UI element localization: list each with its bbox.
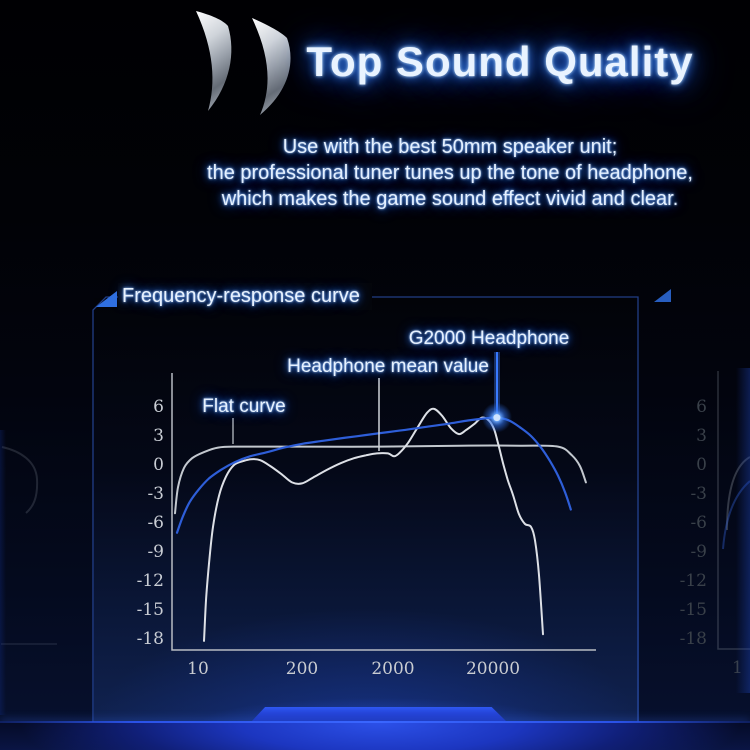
y-axis-tick-left: 6 xyxy=(153,397,164,417)
x-axis-tick: 2000 xyxy=(371,659,415,679)
y-axis-tick-right-dim: -6 xyxy=(690,513,707,533)
panel-accent-triangle-icon xyxy=(96,291,117,307)
series-headphone-mean-value xyxy=(203,407,544,642)
soundwave-logo-icon xyxy=(196,11,291,115)
glowing-platform xyxy=(251,707,507,722)
page-subtitle: Use with the best 50mm speaker unit; the… xyxy=(95,134,750,212)
dim-x-tick-fragment: 1 xyxy=(732,658,750,678)
y-axis-tick-right-dim: 0 xyxy=(696,455,707,475)
subtitle-line-2: the professional tuner tunes up the tone… xyxy=(207,162,693,184)
right-edge-glow xyxy=(736,368,750,693)
highlight-dot-core xyxy=(493,414,501,422)
glow-baseline xyxy=(0,721,750,723)
y-axis-tick-left: 0 xyxy=(153,455,164,475)
next-panel-triangle-icon xyxy=(654,289,671,302)
subtitle-line-1: Use with the best 50mm speaker unit; xyxy=(282,136,618,158)
y-axis-tick-right-dim: -15 xyxy=(679,600,707,620)
x-axis-tick: 10 xyxy=(187,659,209,679)
annotation-flat-curve: Flat curve xyxy=(202,396,286,417)
dim-right-chart-fragment xyxy=(717,371,750,650)
x-axis-tick: 200 xyxy=(285,659,319,679)
y-axis-tick-right-dim: 3 xyxy=(696,426,707,446)
annotation-g2000-headphone: G2000 Headphone xyxy=(408,328,570,349)
chart-axes xyxy=(171,373,596,651)
y-axis-tick-left: -6 xyxy=(147,513,164,533)
y-axis-tick-right-dim: -12 xyxy=(679,571,707,591)
x-axis-tick: 20000 xyxy=(465,659,521,679)
y-axis-tick-left: -18 xyxy=(136,629,164,649)
dim-left-chart-fragment xyxy=(1,446,57,645)
series-g2000-headphone xyxy=(175,416,572,534)
y-axis-tick-left: -9 xyxy=(147,542,164,562)
y-axis-tick-right-dim: -18 xyxy=(679,629,707,649)
y-axis-tick-left: -3 xyxy=(147,484,164,504)
y-axis-tick-right-dim: -3 xyxy=(690,484,707,504)
y-axis-tick-left: -15 xyxy=(136,600,164,620)
logo-crescent-right xyxy=(252,18,291,115)
left-edge-glow xyxy=(0,430,6,715)
chart-panel-title: Frequency-response curve xyxy=(118,283,372,310)
subtitle-line-3: which makes the game sound effect vivid … xyxy=(221,188,679,210)
logo-crescent-left xyxy=(196,11,232,111)
annotation-headphone-mean-value: Headphone mean value xyxy=(287,356,489,377)
series-curves xyxy=(174,407,587,642)
blue-glow-floor xyxy=(0,723,750,750)
y-axis-tick-left: -12 xyxy=(136,571,164,591)
y-axis-tick-left: 3 xyxy=(153,426,164,446)
y-axis-tick-right-dim: -9 xyxy=(690,542,707,562)
y-axis-tick-right-dim: 6 xyxy=(696,397,707,417)
page-title: Top Sound Quality xyxy=(306,38,694,85)
series-flat-curve xyxy=(174,444,587,515)
